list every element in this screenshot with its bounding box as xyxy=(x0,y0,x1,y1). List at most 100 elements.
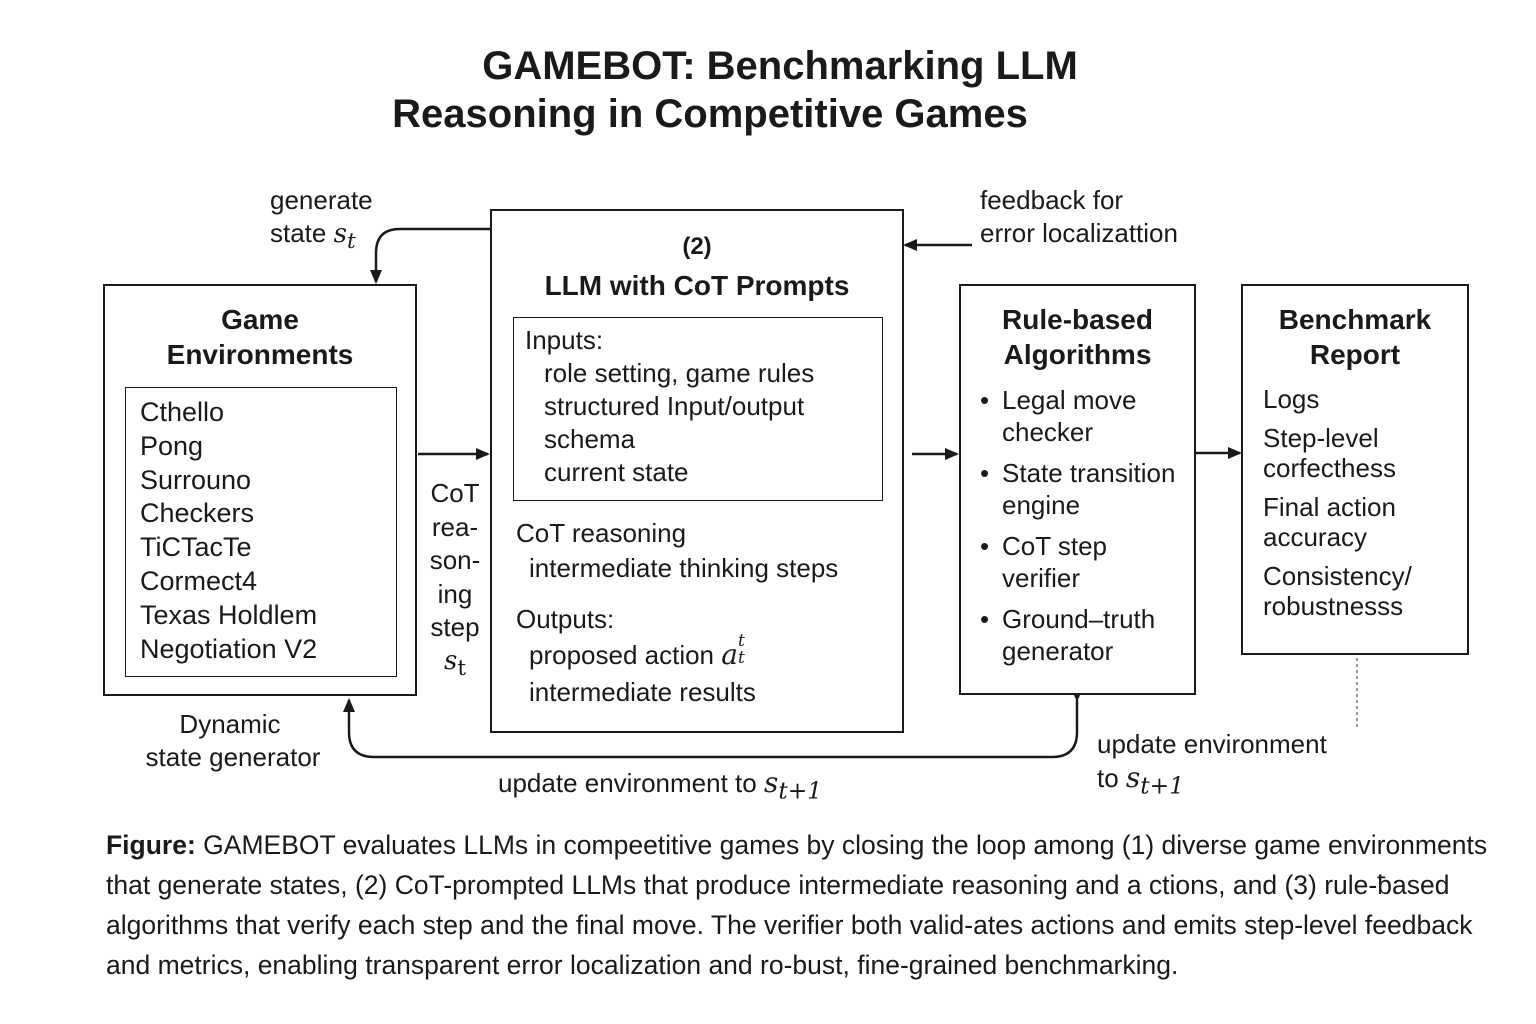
llm-number: (2) xyxy=(682,233,712,260)
rule-bullet-line: Legal move xyxy=(1002,385,1137,415)
game-list-item: Negotiation V2 xyxy=(140,633,318,664)
report-item-line: accuracy xyxy=(1263,522,1368,552)
report-item-line: Consistency/ xyxy=(1263,561,1412,591)
cot-reasoning-section: CoT reasoning intermediate thinking step… xyxy=(516,517,838,585)
bullet-dot: • xyxy=(980,458,990,488)
generate-label-line-1: generate xyxy=(270,185,373,215)
report-item: Consistency/robustnesss xyxy=(1263,561,1467,621)
cot-step-line: ing xyxy=(437,578,473,609)
game-env-title-line-1: Game xyxy=(221,304,299,335)
game-list-item: Cormect4 xyxy=(140,565,258,596)
feedback-label-line-1: feedback for xyxy=(980,185,1124,215)
update-right-line-1: update environment xyxy=(1097,729,1327,759)
generate-symbol: s xyxy=(333,219,347,249)
dynamic-label-line-2: state generator xyxy=(145,742,321,772)
update-bottom-s: s xyxy=(763,766,779,799)
rule-bullet-item: • State transition engine xyxy=(980,457,1194,521)
figure-caption: Figure: GAMEBOT evaluates LLMs in compee… xyxy=(106,825,1516,985)
inputs-heading: Inputs: xyxy=(525,325,604,355)
input-item: structured Input/output xyxy=(544,391,805,421)
caption-label: Figure: xyxy=(106,830,196,860)
cot-step-s: s xyxy=(443,645,458,676)
rules-title-line-2: Algorithms xyxy=(1003,339,1152,370)
rule-bullet-line: verifier xyxy=(1002,563,1081,593)
rules-title-line-1: Rule-based xyxy=(1002,304,1153,335)
report-item-line: Logs xyxy=(1263,384,1320,414)
update-bottom-symbol: st+1 xyxy=(763,766,822,805)
update-right-to: to xyxy=(1097,763,1119,793)
benchmark-report-box: Benchmark Report Logs Step-level corfecthe… xyxy=(1241,284,1469,655)
action-sub: t xyxy=(737,647,745,668)
inputs-list: role setting, game rules structured Input… xyxy=(525,357,882,489)
report-item-line: corfecthess xyxy=(1263,453,1396,483)
cot-reasoning-item: intermediate thinking steps xyxy=(529,553,839,583)
generate-symbol-sub: t xyxy=(346,229,356,255)
rule-bullet-line: checker xyxy=(1002,417,1094,447)
rule-bullet-line: Ground–truth xyxy=(1002,604,1156,634)
llm-title: LLM with CoT Prompts xyxy=(544,270,850,301)
update-right-line-2: to st+1 xyxy=(1097,761,1327,803)
rule-bullet-item: • Legal move checker xyxy=(980,384,1194,448)
benchmark-report-title: Benchmark Report xyxy=(1243,302,1467,372)
rule-bullet-item: • Ground–truth generator xyxy=(980,603,1194,667)
generate-state-symbol: st xyxy=(333,219,356,254)
cot-step-line: step xyxy=(430,612,480,642)
game-list-item: Texas Holdlem xyxy=(140,599,318,630)
output-action-text: proposed action xyxy=(529,640,715,670)
llm-inputs-box: Inputs: role setting, game rules structur… xyxy=(513,317,883,501)
input-item: current state xyxy=(544,457,689,487)
update-environment-bottom-label: update environment to st+1 xyxy=(498,766,822,808)
game-list: Cthello Pong Surrouno Checkers TiCTacTe Corme… xyxy=(140,396,396,666)
game-list-item: Checkers xyxy=(140,498,255,529)
game-list-item: Cthello xyxy=(140,397,225,427)
update-right-symbol: st+1 xyxy=(1125,761,1184,800)
update-bottom-text: update environment to xyxy=(498,768,757,798)
rule-bullet-line: CoT step xyxy=(1002,531,1108,561)
cot-step-symbol: st xyxy=(424,645,486,686)
game-list-box: Cthello Pong Surrouno Checkers TiCTacTe Corme… xyxy=(125,387,397,677)
game-list-item: Surrouno xyxy=(140,464,252,495)
diagram-title: GAMEBOT: Benchmarking LLM Reasoning in C… xyxy=(0,42,1536,138)
update-bottom-sub: t+1 xyxy=(778,776,823,805)
update-loop-arrow xyxy=(343,688,1083,759)
bullet-dot: • xyxy=(980,604,990,634)
cot-step-line: CoT xyxy=(430,478,480,508)
game-environments-box: Game Environments Cthello Pong Surrouno Che… xyxy=(103,284,417,696)
feedback-label: feedback for error localizattion xyxy=(980,184,1178,250)
feedback-label-line-2: error localizattion xyxy=(980,218,1178,248)
title-line-1: GAMEBOT: Benchmarking LLM xyxy=(482,44,1078,88)
report-item: Step-level corfecthess xyxy=(1263,423,1467,483)
report-item-line: Final action xyxy=(1263,492,1396,522)
cot-step-lines: CoT rea-son-ing step xyxy=(424,477,486,645)
report-list: Logs Step-level corfecthess Final action acc… xyxy=(1263,384,1467,621)
bullet-dot: • xyxy=(980,531,990,561)
generate-state-arrow xyxy=(370,227,490,284)
generate-state-label: generate state st xyxy=(270,184,373,258)
llm-cot-box: (2) LLM with CoT Prompts Inputs: role se… xyxy=(490,209,904,733)
report-item: Final action accuracy xyxy=(1263,492,1467,552)
rules-list: • Legal move checker • State transition engin… xyxy=(980,384,1194,667)
cot-step-line: rea- xyxy=(431,511,479,542)
dynamic-label-line-1: Dynamic xyxy=(179,709,281,739)
title-line-2: Reasoning in Competitive Games xyxy=(392,92,1028,136)
generate-label-text: state xyxy=(270,218,327,248)
rule-bullet-item: • CoT step verifier xyxy=(980,530,1194,594)
cot-step-sub: t xyxy=(457,655,467,681)
cot-reasoning-heading: CoT reasoning xyxy=(516,518,687,548)
game-environments-title: Game Environments xyxy=(105,302,415,372)
report-item-line: Step-level xyxy=(1263,423,1379,453)
rule-based-algorithms-box: Rule-based Algorithms • Legal move checker… xyxy=(959,284,1196,695)
action-sup: t xyxy=(737,630,745,651)
report-title-line-1: Benchmark xyxy=(1278,304,1432,335)
rule-bullet-line: engine xyxy=(1002,490,1081,520)
report-item: Logs xyxy=(1263,384,1467,414)
rule-based-title: Rule-based Algorithms xyxy=(961,302,1194,372)
action-a: a xyxy=(721,638,738,671)
generate-label-line-2: state st xyxy=(270,217,373,258)
cot-reasoning-step-label: CoT rea-son-ing step st xyxy=(424,477,486,685)
update-right-s: s xyxy=(1125,761,1141,794)
